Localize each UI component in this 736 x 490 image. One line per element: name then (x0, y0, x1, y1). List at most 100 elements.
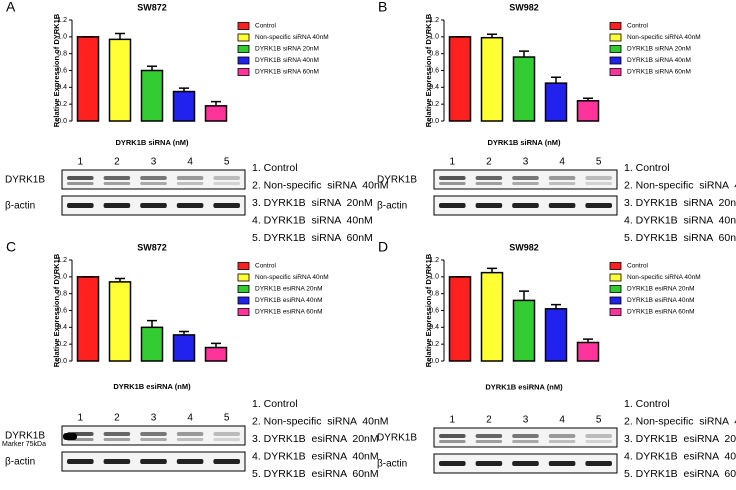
bar (576, 100, 600, 122)
blot-band (585, 182, 612, 185)
bar (172, 334, 196, 362)
bar (480, 271, 504, 362)
blot-band (439, 176, 466, 180)
y-axis-label: Relative Expression of DYRK1B (52, 13, 61, 127)
error-bar (115, 277, 125, 282)
blot-band (585, 176, 612, 180)
blot-legend: 3. DYRK1B esiRNA 20nM (624, 433, 736, 445)
blot-legend: 2. Non-specific siRNA 40nM (624, 415, 736, 427)
y-tick-label: 1.2 (429, 17, 439, 24)
lane-number: 1 (450, 415, 456, 426)
y-axis-label: Relative Expression of DYRK1B (424, 253, 433, 367)
x-axis-label: DYRK1B siRNA (nM) (115, 138, 189, 147)
blot-band (439, 182, 466, 185)
lane-number: 4 (559, 157, 565, 168)
blot-band (103, 176, 131, 180)
blot-band (213, 459, 240, 464)
y-tick-label: 0.0 (57, 358, 67, 365)
x-axis-label: DYRK1B esiRNA (nM) (485, 382, 563, 391)
legend-swatch (609, 262, 622, 270)
error-bar (211, 342, 221, 348)
blot-band (512, 461, 539, 466)
legend-label: Non-specific siRNA 40nM (627, 274, 701, 281)
error-bar (147, 65, 157, 71)
bar (204, 105, 228, 122)
blot-legend: 2. Non-specific siRNA 40nM (252, 179, 389, 191)
lane-number: 4 (187, 413, 193, 424)
blot-legend: 2. Non-specific siRNA 40nM (624, 179, 736, 191)
lane-number: 3 (151, 413, 157, 424)
blot-legend: 5. DYRK1B esiRNA 60nM (252, 468, 379, 480)
blot-band (548, 434, 576, 438)
y-tick-label: 0.8 (429, 51, 439, 58)
blot-band (176, 438, 204, 441)
legend-swatch (237, 273, 250, 282)
blot-legend: 4. DYRK1B esiRNA 40nM (252, 450, 379, 462)
bar (544, 82, 568, 122)
legend-swatch (609, 308, 622, 316)
blot-legend: 3. DYRK1B esiRNA 20nM (252, 433, 379, 445)
legend-swatch (609, 296, 622, 305)
blot-band (548, 203, 576, 208)
legend-swatch (237, 262, 250, 270)
panel-letter: B (378, 0, 387, 15)
blot-band (475, 461, 503, 466)
lane-number: 4 (559, 415, 565, 426)
lane-number: 2 (486, 157, 492, 168)
blot-band (67, 203, 94, 208)
lane-number: 5 (224, 157, 230, 168)
lane-number: 2 (114, 413, 120, 424)
blot-row-label: DYRK1B (5, 431, 45, 442)
legend-swatch (609, 45, 622, 53)
blot-band (548, 440, 576, 443)
blot-band (512, 182, 539, 185)
blot-band (512, 203, 539, 208)
blot-band (439, 461, 466, 466)
lane-number: 3 (523, 157, 529, 168)
y-tick-label: 0.0 (429, 118, 439, 125)
legend-swatch (237, 308, 250, 316)
blot-legend: 1. Control (624, 162, 670, 174)
blot-legend: 5. DYRK1B siRNA 60nM (252, 232, 373, 244)
legend-swatch (609, 285, 622, 293)
y-tick-label: 1.0 (429, 34, 439, 41)
legend-label: Non-specific siRNA 40nM (627, 34, 701, 41)
blot-band (140, 203, 167, 208)
blot-band (512, 440, 539, 443)
y-tick-label: 0.2 (429, 341, 439, 348)
lane-number: 3 (523, 415, 529, 426)
blot-band (512, 176, 539, 180)
legend-swatch (237, 45, 250, 53)
bar (204, 346, 228, 362)
legend-swatch (237, 285, 250, 293)
blot-band (140, 459, 167, 464)
error-bar (551, 303, 561, 309)
blot-band (475, 440, 503, 443)
blot-legend: 4. DYRK1B siRNA 40nM (624, 214, 736, 226)
blot-band (140, 182, 167, 185)
lane-number: 5 (596, 415, 602, 426)
blot-band (67, 459, 94, 464)
legend-label: DYRK1B esiRNA 60nM (255, 309, 323, 316)
error-bar (551, 76, 561, 84)
blot-row-label: β-actin (377, 459, 407, 470)
y-tick-label: 1.0 (57, 274, 67, 281)
legend-label: DYRK1B esiRNA 40nM (627, 297, 695, 304)
chart-title: SW872 (137, 242, 167, 252)
lane-number: 2 (114, 157, 120, 168)
legend-swatch (237, 22, 250, 30)
y-tick-label: 0.4 (57, 324, 67, 331)
chart-title: SW982 (509, 242, 539, 252)
lane-number: 5 (224, 413, 230, 424)
blot-band (67, 182, 94, 185)
blot-band (548, 461, 576, 466)
error-bar (583, 338, 593, 343)
bar (108, 281, 132, 362)
y-tick-label: 0.4 (429, 324, 439, 331)
blot-row-label: DYRK1B (377, 175, 417, 186)
lane-number: 1 (450, 157, 456, 168)
legend-label: DYRK1B esiRNA 40nM (255, 297, 323, 304)
blot-band (176, 203, 204, 208)
chart-title: SW982 (509, 2, 539, 12)
